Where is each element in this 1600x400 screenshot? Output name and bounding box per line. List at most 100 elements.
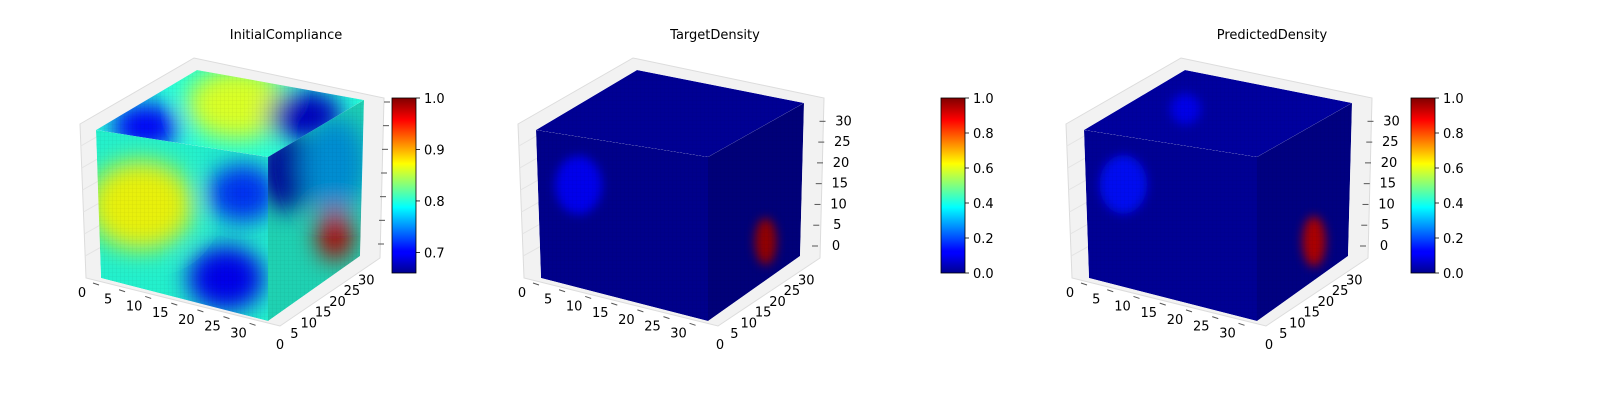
z-tick-label: 25 xyxy=(834,135,851,150)
y-tick-label: 10 xyxy=(300,316,317,331)
x-tick-label: 10 xyxy=(566,299,583,314)
colorbar-tick-label: 0.4 xyxy=(1443,197,1464,212)
y-tick-label: 0 xyxy=(1265,338,1273,353)
voxel-grid xyxy=(536,130,708,321)
x-tick-mark xyxy=(1212,316,1219,320)
y-tick-label: 0 xyxy=(276,338,284,353)
y-tick-label: 20 xyxy=(329,295,346,310)
colorbar-tick-label: 0.8 xyxy=(1443,127,1464,142)
z-tick-label: 10 xyxy=(830,197,847,212)
x-tick-label: 25 xyxy=(1193,320,1210,335)
voxel-grid xyxy=(1257,103,1352,321)
x-tick-mark xyxy=(689,322,696,326)
colorbar-tick-label: 0.2 xyxy=(1443,232,1464,247)
colorbar: 0.0 0.2 0.4 0.6 0.8 1.0 xyxy=(1410,92,1464,282)
x-tick-label: 15 xyxy=(592,306,609,321)
colorbar-tick-label: 1.0 xyxy=(1443,92,1464,107)
voxel-grid xyxy=(96,70,364,157)
voxel-grid xyxy=(1084,130,1257,321)
colorbar-tick-label: 0.7 xyxy=(424,246,445,261)
panel-title: InitialCompliance xyxy=(230,28,343,43)
x-tick-mark xyxy=(223,316,230,320)
x-tick-mark xyxy=(145,295,152,299)
x-tick-mark xyxy=(197,309,204,313)
z-tick-label: 20 xyxy=(833,156,850,171)
y-tick-label: 30 xyxy=(358,273,375,288)
colorbar: 0.7 0.8 0.9 1.0 xyxy=(391,92,445,274)
colorbar-tick-label: 0.2 xyxy=(973,232,994,247)
x-tick-label: 30 xyxy=(670,326,687,341)
x-tick-label: 30 xyxy=(1219,326,1236,341)
colorbar-tick-label: 0.9 xyxy=(424,143,445,158)
face-shading xyxy=(708,103,804,321)
y-tick-label: 20 xyxy=(1318,295,1335,310)
cube-face-top xyxy=(1084,70,1352,157)
cube-face-front xyxy=(96,130,268,321)
face-shading xyxy=(268,100,364,321)
x-tick-label: 15 xyxy=(152,306,169,321)
voxel-grid xyxy=(536,70,804,157)
panel-title: TargetDensity xyxy=(669,28,760,43)
colorbar-tick-label: 0.8 xyxy=(973,127,994,142)
x-tick-mark xyxy=(663,316,670,320)
x-tick-mark xyxy=(171,302,178,306)
y-tick-label: 20 xyxy=(769,295,786,310)
voxel-cube xyxy=(536,70,804,321)
panel-initial-compliance: InitialCompliance 0 5 10 15 20 25 300510152025… xyxy=(78,28,445,353)
x-tick-label: 0 xyxy=(1066,286,1074,301)
x-tick-mark xyxy=(637,309,644,313)
y-tick-label: 5 xyxy=(730,327,738,342)
voxel-cube xyxy=(1084,70,1352,321)
cube-face-side xyxy=(268,100,364,321)
z-tick-label: 5 xyxy=(1381,218,1389,233)
z-tick-label: 25 xyxy=(1382,135,1399,150)
x-tick-mark xyxy=(1080,282,1088,286)
voxel-grid xyxy=(96,130,268,321)
x-tick-label: 25 xyxy=(204,320,221,335)
x-tick-mark xyxy=(1238,322,1245,326)
y-tick-label: 15 xyxy=(1303,306,1320,321)
x-tick-label: 20 xyxy=(618,313,635,328)
x-tick-label: 10 xyxy=(126,299,143,314)
z-tick-label: 0 xyxy=(832,239,840,254)
y-tick-label: 30 xyxy=(798,273,815,288)
x-tick-label: 5 xyxy=(1092,293,1100,308)
x-tick-mark xyxy=(532,282,540,286)
cube-face-front xyxy=(536,130,708,321)
x-tick-mark xyxy=(1133,295,1140,299)
colorbar-gradient xyxy=(1410,97,1436,274)
face-shading xyxy=(96,130,268,321)
x-tick-mark xyxy=(1185,309,1193,313)
face-shading xyxy=(1084,130,1257,321)
y-tick-label: 25 xyxy=(344,284,361,299)
x-tick-label: 20 xyxy=(178,313,195,328)
z-tick-label: 15 xyxy=(1379,177,1396,192)
y-tick-label: 0 xyxy=(716,338,724,353)
colorbar-tick-label: 0.0 xyxy=(973,267,994,282)
colorbar-tick-label: 0.8 xyxy=(424,195,445,210)
face-shading xyxy=(1257,103,1352,321)
y-tick-label: 5 xyxy=(290,327,298,342)
z-tick-label: 20 xyxy=(1381,156,1398,171)
colorbar-gradient xyxy=(391,97,417,274)
z-tick-label: 0 xyxy=(1380,239,1388,254)
x-tick-label: 5 xyxy=(104,293,112,308)
z-tick-label: 15 xyxy=(831,177,848,192)
colorbar: 0.0 0.2 0.4 0.6 0.8 1.0 xyxy=(940,92,994,282)
y-tick-label: 5 xyxy=(1279,327,1287,342)
x-tick-label: 0 xyxy=(78,286,86,301)
x-tick-mark xyxy=(118,289,126,293)
x-tick-mark xyxy=(558,289,566,293)
x-tick-mark xyxy=(1159,302,1166,306)
z-tick-label: 30 xyxy=(835,114,852,129)
panel-target-density: TargetDensity 0 5 10 15 20 25 3005101520253005… xyxy=(517,28,994,353)
cube-face-side xyxy=(708,103,804,321)
z-tick-label: 5 xyxy=(833,218,841,233)
y-tick-label: 25 xyxy=(1332,284,1349,299)
x-tick-label: 5 xyxy=(544,293,552,308)
x-tick-label: 15 xyxy=(1140,306,1157,321)
